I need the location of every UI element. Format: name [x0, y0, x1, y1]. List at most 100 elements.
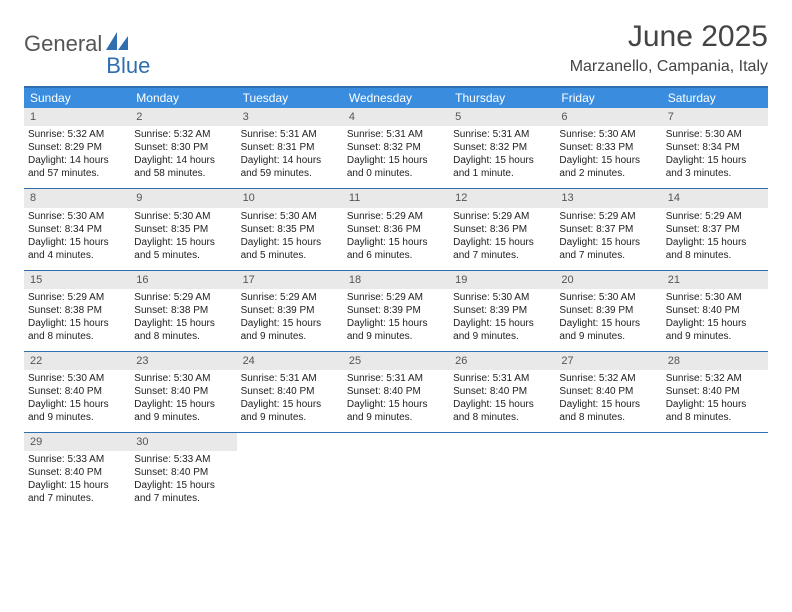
sunrise-line: Sunrise: 5:31 AM	[347, 372, 445, 385]
daylight-line: Daylight: 15 hours and 9 minutes.	[347, 398, 445, 424]
sunrise-line: Sunrise: 5:31 AM	[241, 128, 339, 141]
day-cell: 18Sunrise: 5:29 AMSunset: 8:39 PMDayligh…	[343, 271, 449, 345]
daylight-line: Daylight: 15 hours and 6 minutes.	[347, 236, 445, 262]
month-title: June 2025	[570, 20, 768, 54]
sunrise-line: Sunrise: 5:30 AM	[28, 210, 126, 223]
header: General Blue June 2025 Marzanello, Campa…	[24, 20, 768, 76]
daylight-line: Daylight: 15 hours and 1 minute.	[453, 154, 551, 180]
daylight-line: Daylight: 14 hours and 58 minutes.	[134, 154, 232, 180]
sunset-line: Sunset: 8:40 PM	[134, 385, 232, 398]
daylight-line: Daylight: 15 hours and 9 minutes.	[347, 317, 445, 343]
sunrise-line: Sunrise: 5:29 AM	[347, 210, 445, 223]
sunrise-line: Sunrise: 5:30 AM	[666, 291, 764, 304]
day-number: 2	[130, 108, 236, 126]
daylight-line: Daylight: 15 hours and 9 minutes.	[241, 317, 339, 343]
day-number: 5	[449, 108, 555, 126]
empty-cell	[343, 433, 449, 507]
daylight-line: Daylight: 15 hours and 8 minutes.	[666, 236, 764, 262]
empty-cell	[555, 433, 661, 507]
daylight-line: Daylight: 15 hours and 9 minutes.	[134, 398, 232, 424]
sunrise-line: Sunrise: 5:30 AM	[666, 128, 764, 141]
sunset-line: Sunset: 8:36 PM	[453, 223, 551, 236]
week-row: 29Sunrise: 5:33 AMSunset: 8:40 PMDayligh…	[24, 433, 768, 513]
day-number: 24	[237, 352, 343, 370]
sunset-line: Sunset: 8:34 PM	[666, 141, 764, 154]
day-cell: 10Sunrise: 5:30 AMSunset: 8:35 PMDayligh…	[237, 189, 343, 263]
sunrise-line: Sunrise: 5:29 AM	[347, 291, 445, 304]
day-number: 3	[237, 108, 343, 126]
sunset-line: Sunset: 8:35 PM	[134, 223, 232, 236]
dow-cell: Friday	[555, 88, 661, 108]
dow-cell: Sunday	[24, 88, 130, 108]
empty-cell	[662, 433, 768, 507]
day-number: 10	[237, 189, 343, 207]
day-number: 9	[130, 189, 236, 207]
day-cell: 14Sunrise: 5:29 AMSunset: 8:37 PMDayligh…	[662, 189, 768, 263]
daylight-line: Daylight: 15 hours and 7 minutes.	[28, 479, 126, 505]
day-cell: 28Sunrise: 5:32 AMSunset: 8:40 PMDayligh…	[662, 352, 768, 426]
day-number: 11	[343, 189, 449, 207]
sunset-line: Sunset: 8:36 PM	[347, 223, 445, 236]
weeks-container: 1Sunrise: 5:32 AMSunset: 8:29 PMDaylight…	[24, 108, 768, 513]
day-number: 12	[449, 189, 555, 207]
dow-cell: Monday	[130, 88, 236, 108]
dow-cell: Thursday	[449, 88, 555, 108]
sunrise-line: Sunrise: 5:30 AM	[134, 372, 232, 385]
week-row: 22Sunrise: 5:30 AMSunset: 8:40 PMDayligh…	[24, 352, 768, 433]
sunrise-line: Sunrise: 5:33 AM	[28, 453, 126, 466]
day-cell: 4Sunrise: 5:31 AMSunset: 8:32 PMDaylight…	[343, 108, 449, 182]
calendar: SundayMondayTuesdayWednesdayThursdayFrid…	[24, 86, 768, 513]
daylight-line: Daylight: 15 hours and 8 minutes.	[453, 398, 551, 424]
daylight-line: Daylight: 15 hours and 4 minutes.	[28, 236, 126, 262]
daylight-line: Daylight: 15 hours and 9 minutes.	[559, 317, 657, 343]
day-cell: 27Sunrise: 5:32 AMSunset: 8:40 PMDayligh…	[555, 352, 661, 426]
day-number: 27	[555, 352, 661, 370]
daylight-line: Daylight: 15 hours and 0 minutes.	[347, 154, 445, 180]
day-cell: 16Sunrise: 5:29 AMSunset: 8:38 PMDayligh…	[130, 271, 236, 345]
sunset-line: Sunset: 8:30 PM	[134, 141, 232, 154]
sunset-line: Sunset: 8:34 PM	[28, 223, 126, 236]
day-number: 8	[24, 189, 130, 207]
day-cell: 20Sunrise: 5:30 AMSunset: 8:39 PMDayligh…	[555, 271, 661, 345]
day-number: 25	[343, 352, 449, 370]
location: Marzanello, Campania, Italy	[570, 58, 768, 76]
sunrise-line: Sunrise: 5:29 AM	[134, 291, 232, 304]
sunrise-line: Sunrise: 5:32 AM	[666, 372, 764, 385]
sunset-line: Sunset: 8:39 PM	[453, 304, 551, 317]
daylight-line: Daylight: 15 hours and 7 minutes.	[559, 236, 657, 262]
day-number: 18	[343, 271, 449, 289]
sunset-line: Sunset: 8:32 PM	[453, 141, 551, 154]
sunset-line: Sunset: 8:37 PM	[666, 223, 764, 236]
sunrise-line: Sunrise: 5:33 AM	[134, 453, 232, 466]
dow-cell: Wednesday	[343, 88, 449, 108]
sunset-line: Sunset: 8:32 PM	[347, 141, 445, 154]
day-cell: 7Sunrise: 5:30 AMSunset: 8:34 PMDaylight…	[662, 108, 768, 182]
sunrise-line: Sunrise: 5:30 AM	[28, 372, 126, 385]
day-cell: 17Sunrise: 5:29 AMSunset: 8:39 PMDayligh…	[237, 271, 343, 345]
day-number: 7	[662, 108, 768, 126]
dow-cell: Saturday	[662, 88, 768, 108]
day-number: 30	[130, 433, 236, 451]
day-number: 23	[130, 352, 236, 370]
day-cell: 23 Sunrise: 5:30 AMSunset: 8:40 PMDayligh…	[130, 352, 236, 426]
sunset-line: Sunset: 8:40 PM	[134, 466, 232, 479]
dow-row: SundayMondayTuesdayWednesdayThursdayFrid…	[24, 88, 768, 108]
sunset-line: Sunset: 8:33 PM	[559, 141, 657, 154]
day-number: 28	[662, 352, 768, 370]
day-cell: 29Sunrise: 5:33 AMSunset: 8:40 PMDayligh…	[24, 433, 130, 507]
sunrise-line: Sunrise: 5:30 AM	[453, 291, 551, 304]
day-number: 14	[662, 189, 768, 207]
daylight-line: Daylight: 15 hours and 5 minutes.	[134, 236, 232, 262]
logo-text-blue: Blue	[106, 53, 150, 79]
week-row: 8Sunrise: 5:30 AMSunset: 8:34 PMDaylight…	[24, 189, 768, 270]
sunset-line: Sunset: 8:40 PM	[28, 466, 126, 479]
sunrise-line: Sunrise: 5:31 AM	[241, 372, 339, 385]
sunset-line: Sunset: 8:31 PM	[241, 141, 339, 154]
sunset-line: Sunset: 8:40 PM	[666, 385, 764, 398]
week-row: 15Sunrise: 5:29 AMSunset: 8:38 PMDayligh…	[24, 271, 768, 352]
day-cell: 3Sunrise: 5:31 AMSunset: 8:31 PMDaylight…	[237, 108, 343, 182]
day-number: 20	[555, 271, 661, 289]
sunrise-line: Sunrise: 5:29 AM	[559, 210, 657, 223]
sunset-line: Sunset: 8:38 PM	[134, 304, 232, 317]
sunset-line: Sunset: 8:29 PM	[28, 141, 126, 154]
